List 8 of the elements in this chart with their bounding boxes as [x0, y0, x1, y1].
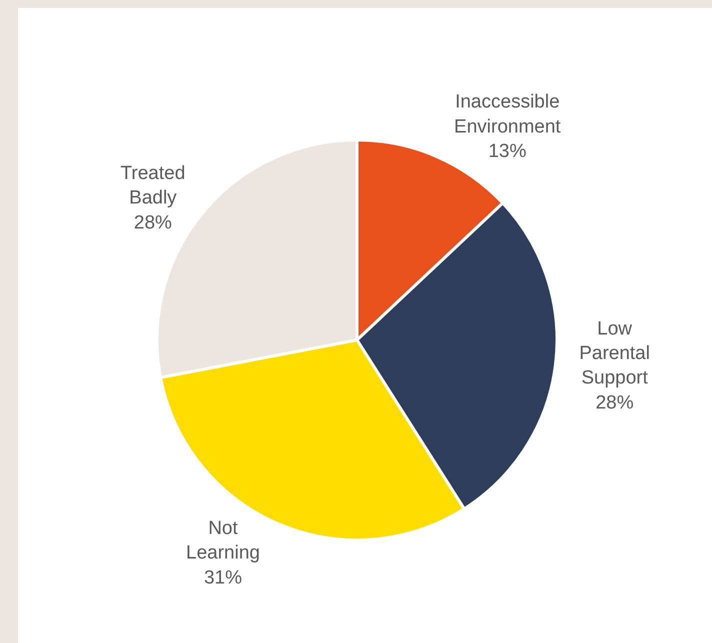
- data-label: 31%: [204, 567, 242, 588]
- data-label: 28%: [134, 212, 172, 234]
- slice-label: Treated Badly: [120, 163, 186, 209]
- data-label: 28%: [596, 392, 634, 414]
- slice-label: Low Parental Support: [579, 318, 650, 389]
- slice-label: Not Learning: [186, 518, 260, 564]
- slice-label: Inaccessible Environment: [454, 92, 562, 138]
- data-label: 13%: [488, 141, 526, 162]
